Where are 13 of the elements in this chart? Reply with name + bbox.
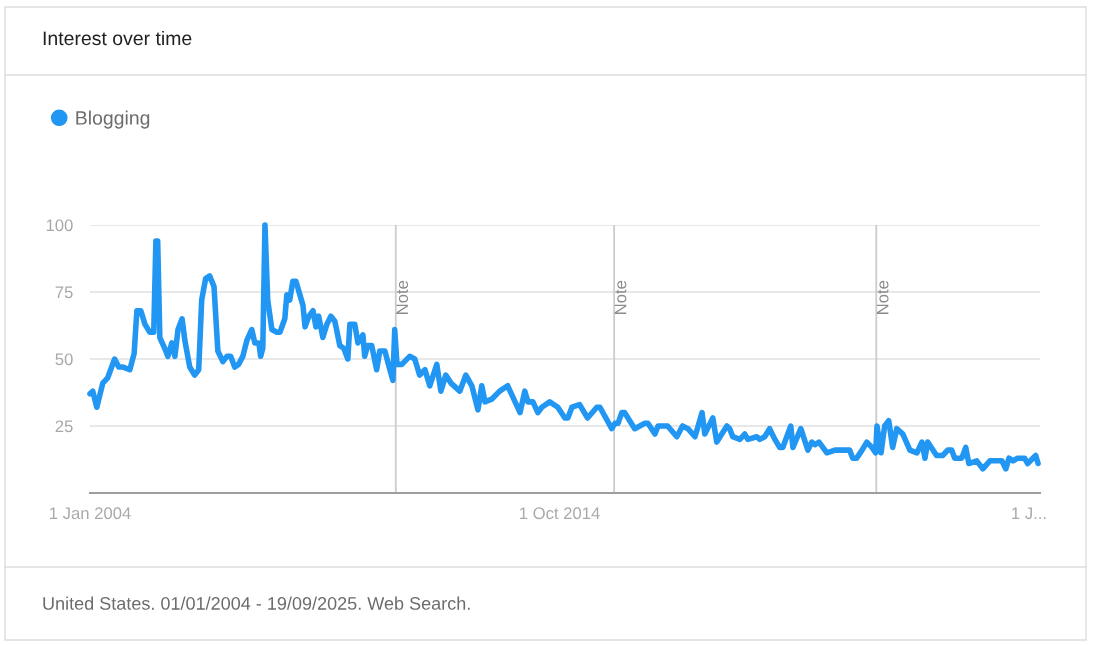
ref-line-label: Note xyxy=(614,280,627,314)
chart-title: Interest over time xyxy=(43,30,192,46)
text: United States. 01/01/2004 - 19/09/2025. Web Search. xyxy=(43,596,470,610)
legend-label: Blogging xyxy=(76,110,150,129)
ref-line-label: Note xyxy=(396,280,409,314)
y-tick-label: 50 xyxy=(55,353,73,366)
x-tick-label: 1 Oct 2014 xyxy=(520,507,600,520)
x-tick-label: 1 J... xyxy=(1012,507,1046,520)
y-tick-label: 100 xyxy=(46,219,73,232)
y-tick-label: 25 xyxy=(55,420,73,433)
ref-line-label: Note xyxy=(876,280,889,314)
x-tick-label: 1 Jan 2004 xyxy=(50,507,131,520)
y-tick-label: 75 xyxy=(55,286,73,299)
